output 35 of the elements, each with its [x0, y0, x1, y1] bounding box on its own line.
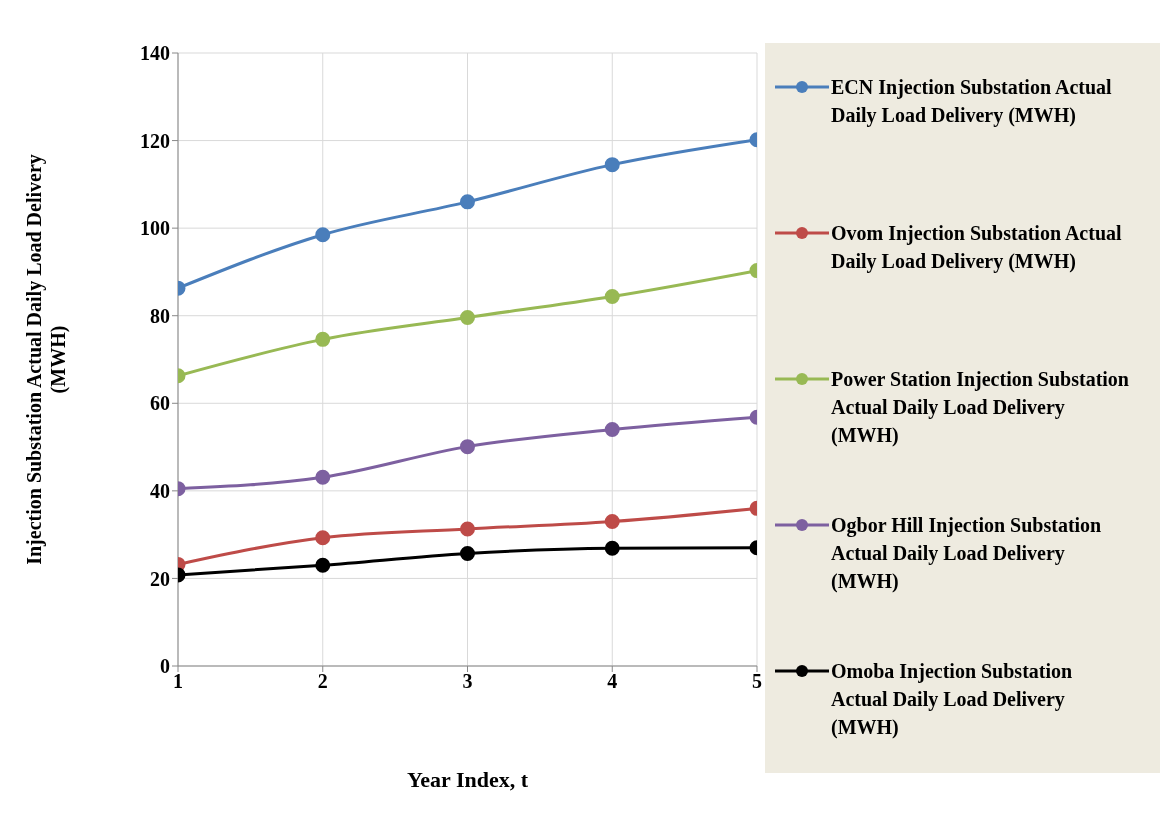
- legend-label: Ogbor Hill Injection Substation Actual Daily Load Delivery (MWH): [831, 513, 1103, 595]
- point: [315, 557, 331, 573]
- x-tick-label: 1: [173, 670, 183, 693]
- x-tick-label: 4: [607, 670, 618, 693]
- point: [604, 540, 620, 556]
- point: [604, 288, 620, 304]
- x-tick-label: 5: [752, 670, 762, 693]
- legend-label: Power Station Injection Substation Actual Daily Load Delivery (MWH): [831, 367, 1130, 449]
- legend-label: Omoba Injection Substation Actual Daily Load Delivery (MWH): [831, 659, 1074, 741]
- point: [315, 530, 331, 546]
- y-tick-label: 0: [160, 655, 170, 678]
- point: [460, 194, 475, 210]
- point: [460, 439, 475, 455]
- x-tick-label: 3: [462, 670, 473, 693]
- y-axis-title: Injection Substation Actual Daily Load Delivery (MWH): [23, 154, 70, 565]
- y-tick-label: 80: [150, 304, 170, 327]
- legend-label: Ovom Injection Substation Actual Daily Load Delivery (MWH): [831, 221, 1123, 275]
- x-axis-title: Year Index, t: [406, 766, 529, 792]
- point: [460, 521, 475, 537]
- y-tick-label: 60: [150, 392, 170, 415]
- point: [315, 469, 331, 485]
- point: [315, 331, 331, 347]
- y-tick-label: 120: [140, 129, 170, 152]
- point: [604, 157, 620, 173]
- legend-label: ECN Injection Substation Actual Daily Load Delivery (MWH): [831, 75, 1113, 129]
- y-tick-label: 40: [150, 479, 170, 502]
- point: [460, 309, 475, 325]
- x-tick-label: 2: [317, 670, 328, 693]
- point: [604, 514, 620, 530]
- y-tick-label: 100: [140, 217, 170, 240]
- point: [460, 545, 475, 561]
- y-tick-label: 140: [140, 42, 170, 65]
- point: [315, 227, 331, 243]
- point: [604, 422, 620, 438]
- y-tick-label: 20: [150, 567, 170, 590]
